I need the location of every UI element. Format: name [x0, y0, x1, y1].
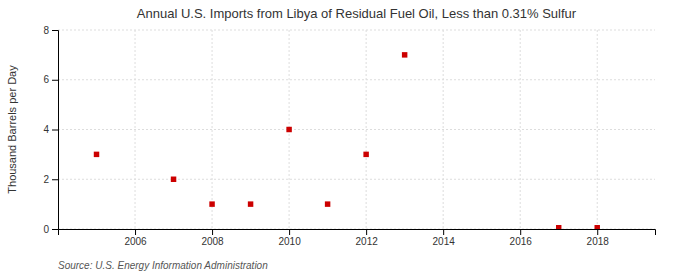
- y-axis-tick: 4: [43, 124, 58, 135]
- chart: 2006 2008 2010 2012 2014 2016 2018 0 2 4 6 8 Annual …: [0, 0, 675, 275]
- x-axis-tick-label: 2010: [278, 236, 301, 247]
- point: [402, 52, 407, 57]
- grid-line-y: [58, 79, 655, 80]
- grid: [58, 30, 655, 229]
- x-axis-tick: 2010: [278, 229, 301, 247]
- x-axis-tick-mark: [597, 229, 598, 235]
- y-axis-title: Thousand Barrels per Day: [6, 65, 18, 194]
- point: [171, 177, 176, 182]
- x-axis-tick-label: 2008: [201, 236, 224, 247]
- x-axis-tick-mark: [289, 229, 290, 235]
- plot: 2006 2008 2010 2012 2014 2016 2018 0 2 4 6 8: [43, 25, 655, 247]
- x-axis-tick-label: 2014: [433, 236, 456, 247]
- x-axis-tick-label: 2018: [587, 236, 610, 247]
- x-axis-line: [59, 230, 656, 236]
- y-axis-tick-mark: [52, 130, 58, 131]
- x-axis-tick: 2016: [510, 229, 533, 247]
- point: [556, 225, 561, 229]
- y-axis-tick-label: 0: [43, 224, 49, 235]
- x-axis-tick-label: 2012: [356, 236, 379, 247]
- point: [325, 201, 330, 206]
- x-axis-tick: 2014: [433, 229, 456, 247]
- y-axis-tick-mark: [52, 80, 58, 81]
- x-axis-tick: 2012: [356, 229, 379, 247]
- y-axis-tick-mark: [52, 179, 58, 180]
- y-axis-tick-mark: [52, 30, 58, 31]
- x-axis-tick-mark: [520, 229, 521, 235]
- x-axis-tick-label: 2006: [124, 236, 147, 247]
- x-axis-tick-mark: [443, 229, 444, 235]
- y-axis-line: [52, 31, 59, 230]
- source: Source: U.S. Energy Information Administ…: [58, 260, 268, 271]
- y-axis-tick-label: 4: [43, 124, 49, 135]
- points: [94, 52, 600, 229]
- y-axis-tick-mark: [52, 229, 58, 230]
- y-axis-tick-label: 6: [43, 74, 49, 85]
- x-axis-tick: 2008: [201, 229, 224, 247]
- point: [594, 225, 599, 229]
- grid-line-y: [58, 30, 655, 31]
- point: [248, 201, 253, 206]
- x-axis-tick: 2006: [124, 229, 147, 247]
- x-axis-tick-mark: [135, 229, 136, 235]
- grid-line-y: [58, 129, 655, 130]
- x-axis-tick: 2018: [587, 229, 610, 247]
- x-axis-tick-mark: [212, 229, 213, 235]
- grid-line-x: [597, 30, 598, 229]
- x-axis: 2006 2008 2010 2012 2014 2016 2018: [59, 229, 656, 247]
- point: [286, 127, 291, 132]
- y-axis-tick-label: 8: [43, 25, 49, 36]
- grid-line-y: [58, 179, 655, 180]
- y-axis-tick: 6: [43, 74, 58, 85]
- point: [209, 201, 214, 206]
- point: [94, 152, 99, 157]
- x-axis-tick-mark: [366, 229, 367, 235]
- title: Annual U.S. Imports from Libya of Residu…: [137, 6, 577, 21]
- y-axis-tick: 8: [43, 25, 58, 36]
- y-axis: 0 2 4 6 8: [43, 25, 58, 235]
- y-axis-tick: 0: [43, 224, 58, 235]
- point: [363, 152, 368, 157]
- y-axis-tick-label: 2: [43, 174, 49, 185]
- y-axis-tick: 2: [43, 174, 58, 185]
- x-axis-tick-label: 2016: [510, 236, 533, 247]
